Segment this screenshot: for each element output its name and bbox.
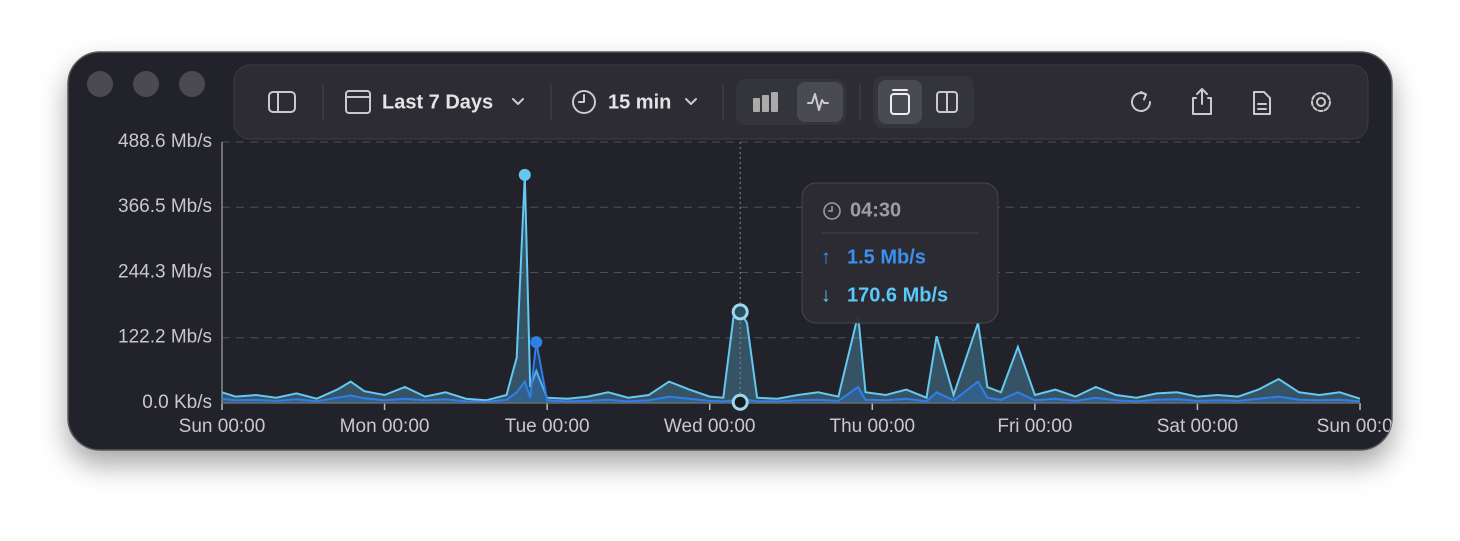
- hover-point: [731, 303, 749, 321]
- range-label: Last 7 Days: [382, 91, 493, 113]
- x-tick-label: Sat 00:00: [1157, 416, 1238, 437]
- window: [67, 51, 1393, 451]
- chart: 0.0 Kb/s 122.2 Mb/s 244.3 Mb/s 366.5 Mb/s 48…: [118, 131, 1404, 437]
- y-tick-label: 122.2 Mb/s: [118, 327, 212, 348]
- tooltip: 04:30 ↑ 1.5 Mb/s ↓ 170.6 Mb/s: [801, 182, 999, 324]
- series-line: [221, 341, 1361, 404]
- document-button[interactable]: [1253, 91, 1271, 115]
- range-picker[interactable]: Last 7 Days: [345, 90, 524, 114]
- y-tick-label: 488.6 Mb/s: [118, 131, 212, 152]
- minimize-button[interactable]: [133, 71, 159, 97]
- x-tick-label: Mon 00:00: [340, 416, 430, 437]
- y-tick-label: 244.3 Mb/s: [118, 262, 212, 283]
- svg-text:↑: ↑: [821, 246, 831, 268]
- peak-point: [530, 336, 543, 349]
- line-style-button[interactable]: [797, 82, 843, 122]
- svg-text:↓: ↓: [821, 284, 831, 306]
- share-button[interactable]: [1192, 88, 1212, 115]
- stacked-layout-button[interactable]: [878, 80, 922, 124]
- x-tick-label: Tue 00:00: [505, 416, 590, 437]
- peak-point: [518, 168, 531, 181]
- x-tick-label: Sun 00:00: [179, 416, 266, 437]
- tooltip-time: 04:30: [850, 199, 901, 221]
- split-layout-button[interactable]: [936, 91, 958, 113]
- interval-label: 15 min: [608, 91, 671, 113]
- x-tick-label: Fri 00:00: [997, 416, 1072, 437]
- interval-picker[interactable]: 15 min: [572, 90, 697, 114]
- x-tick-label: Thu 00:00: [829, 416, 915, 437]
- y-tick-label: 366.5 Mb/s: [118, 196, 212, 217]
- settings-button[interactable]: [1311, 92, 1331, 112]
- x-tick-label: Wed 00:00: [664, 416, 756, 437]
- toolbar: Last 7 Days 15 min: [233, 64, 1369, 140]
- sidebar-toggle[interactable]: [268, 91, 296, 113]
- x-tick-label: Sun 00:00: [1317, 416, 1404, 437]
- series-line: [221, 174, 1361, 402]
- hover-point: [731, 393, 749, 411]
- close-button[interactable]: [87, 71, 113, 97]
- tooltip-upload: 1.5 Mb/s: [847, 246, 926, 268]
- refresh-button[interactable]: [1131, 91, 1151, 112]
- y-tick-label: 0.0 Kb/s: [142, 392, 212, 413]
- tooltip-download: 170.6 Mb/s: [847, 284, 948, 306]
- bar-style-button[interactable]: [753, 92, 778, 112]
- zoom-button[interactable]: [179, 71, 205, 97]
